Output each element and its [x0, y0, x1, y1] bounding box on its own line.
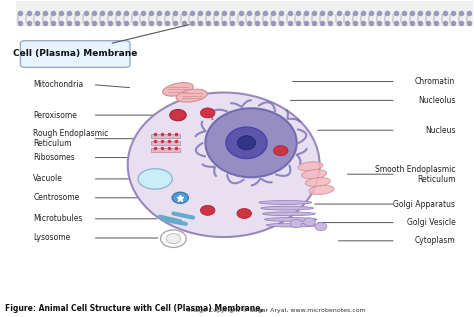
Text: Vacuole: Vacuole — [33, 174, 63, 184]
Text: Golgi Apparatus: Golgi Apparatus — [393, 200, 455, 209]
Ellipse shape — [176, 89, 207, 102]
Ellipse shape — [138, 169, 172, 189]
Ellipse shape — [264, 217, 317, 221]
Ellipse shape — [309, 185, 334, 195]
Ellipse shape — [298, 162, 323, 171]
Bar — [151, 134, 180, 138]
Text: Chromatin: Chromatin — [415, 77, 455, 86]
Text: Cytoplasm: Cytoplasm — [414, 236, 455, 245]
Circle shape — [291, 219, 302, 228]
Circle shape — [170, 109, 186, 121]
Text: Microtubules: Microtubules — [33, 214, 82, 223]
Text: Peroxisome: Peroxisome — [33, 111, 77, 120]
Circle shape — [201, 108, 215, 118]
Text: Cell (Plasma) Membrane: Cell (Plasma) Membrane — [13, 49, 137, 58]
Ellipse shape — [263, 212, 315, 216]
Ellipse shape — [226, 127, 267, 158]
Text: Mitochondria: Mitochondria — [33, 80, 83, 89]
Text: Figure: Animal Cell Structure with Cell (Plasma) Membrane,: Figure: Animal Cell Structure with Cell … — [5, 304, 263, 313]
Ellipse shape — [205, 108, 297, 177]
Text: Smooth Endoplasmic
Reticulum: Smooth Endoplasmic Reticulum — [375, 165, 455, 184]
Circle shape — [304, 218, 316, 226]
Circle shape — [161, 230, 186, 248]
Text: Image Copyright © Sagar Aryal, www.microbenotes.com: Image Copyright © Sagar Aryal, www.micro… — [185, 307, 365, 313]
Text: Centrosome: Centrosome — [33, 193, 80, 202]
Bar — [16, 1, 473, 25]
Bar — [151, 147, 180, 152]
Text: Rough Endoplasmic
Reticulum: Rough Endoplasmic Reticulum — [33, 129, 109, 148]
Ellipse shape — [237, 136, 255, 150]
Ellipse shape — [261, 206, 313, 210]
Ellipse shape — [301, 170, 327, 179]
Ellipse shape — [128, 93, 319, 237]
Ellipse shape — [305, 178, 330, 187]
Text: Ribosomes: Ribosomes — [33, 153, 75, 162]
Text: Nucleus: Nucleus — [425, 126, 455, 135]
Text: Nucleolus: Nucleolus — [418, 96, 455, 105]
Circle shape — [315, 223, 327, 231]
Text: Golgi Vesicle: Golgi Vesicle — [407, 218, 455, 227]
FancyBboxPatch shape — [20, 41, 130, 68]
Circle shape — [273, 146, 288, 156]
Circle shape — [166, 234, 181, 244]
Ellipse shape — [259, 201, 311, 204]
Ellipse shape — [266, 223, 319, 227]
Bar — [151, 140, 180, 145]
Circle shape — [237, 209, 252, 218]
Circle shape — [201, 205, 215, 215]
Circle shape — [172, 192, 189, 204]
Text: Lysosome: Lysosome — [33, 234, 71, 243]
Ellipse shape — [163, 83, 193, 96]
